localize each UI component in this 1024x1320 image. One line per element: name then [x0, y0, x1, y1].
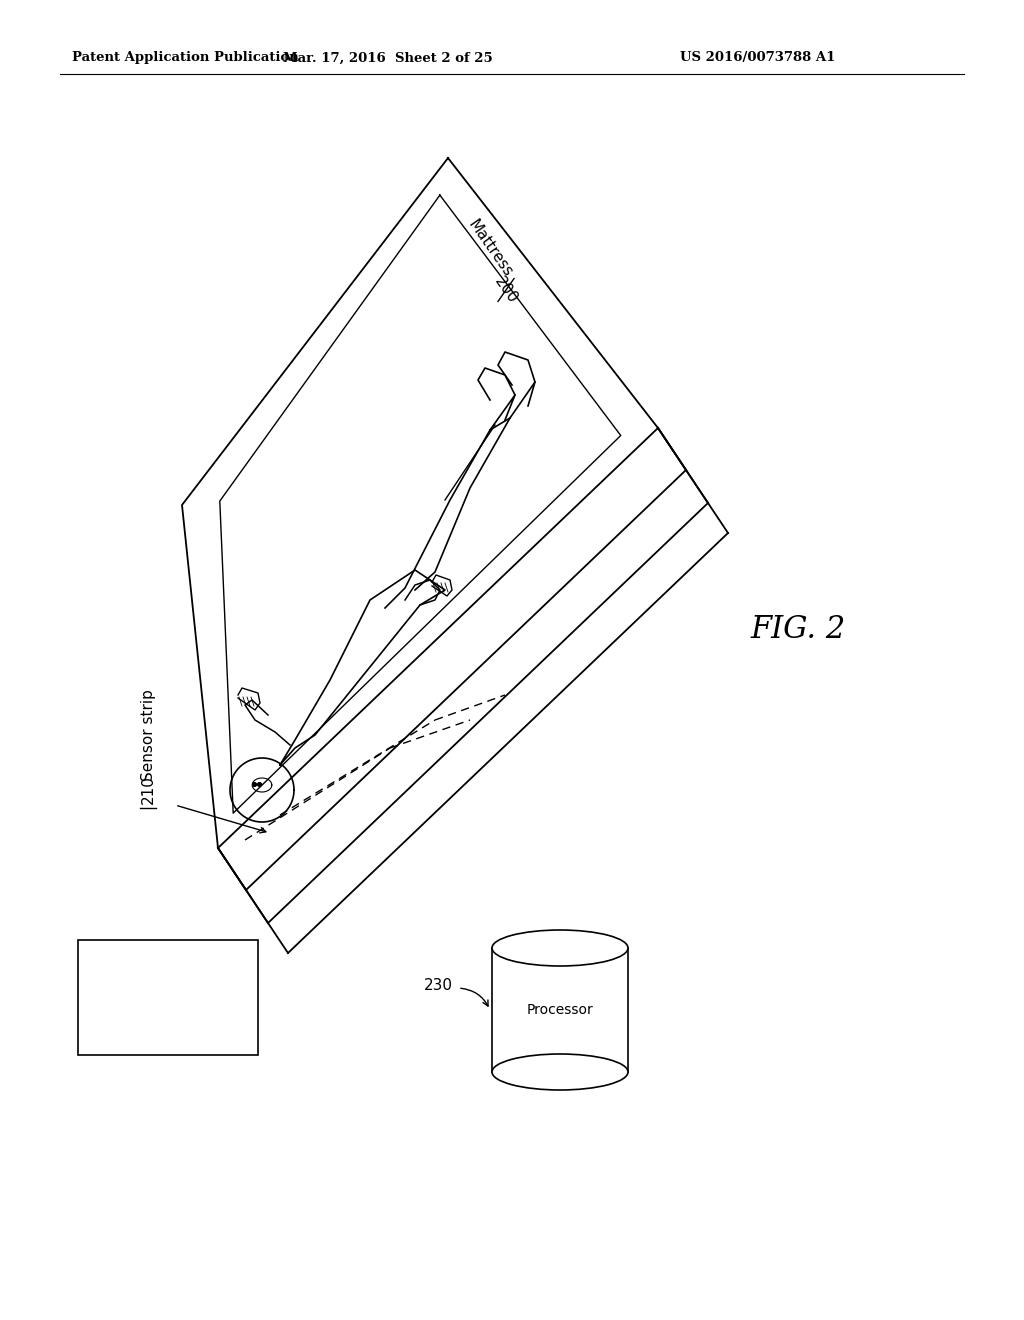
Bar: [492, 948, 628, 1072]
Bar: [78, 940, 258, 1055]
Text: 210: 210: [140, 776, 156, 804]
Text: 200: 200: [492, 273, 520, 306]
Ellipse shape: [492, 1053, 628, 1090]
Text: Environment: Environment: [119, 962, 217, 978]
Text: US 2016/0073788 A1: US 2016/0073788 A1: [680, 51, 836, 65]
Text: 220: 220: [154, 1012, 182, 1027]
Text: Mar. 17, 2016  Sheet 2 of 25: Mar. 17, 2016 Sheet 2 of 25: [283, 51, 493, 65]
Text: Sensor strip: Sensor strip: [140, 689, 156, 781]
Text: Mattress: Mattress: [465, 216, 515, 280]
Text: 230: 230: [424, 978, 453, 993]
Text: Processor: Processor: [526, 1003, 593, 1016]
Text: FIG. 2: FIG. 2: [750, 615, 845, 645]
Ellipse shape: [492, 931, 628, 966]
Text: Sensor: Sensor: [141, 987, 195, 1002]
Text: Patent Application Publication: Patent Application Publication: [72, 51, 299, 65]
